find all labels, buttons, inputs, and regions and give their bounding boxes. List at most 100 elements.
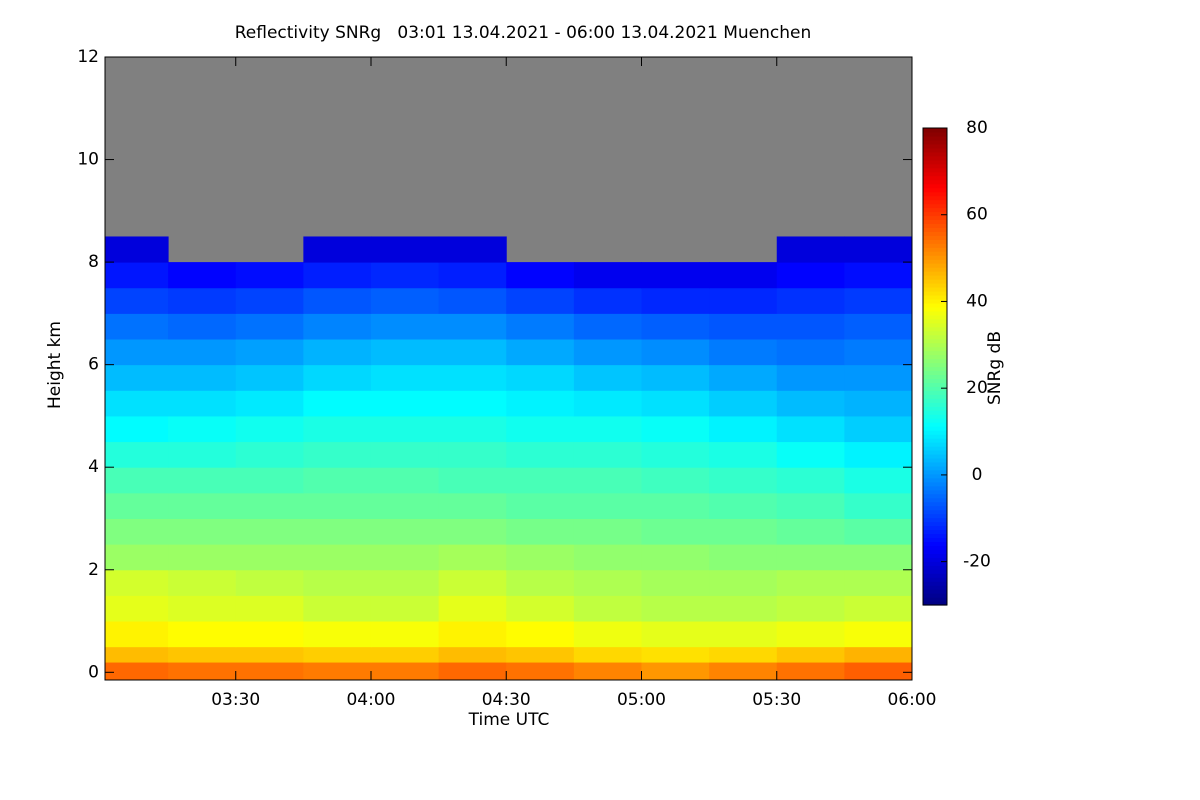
heatmap-cell: [573, 467, 642, 494]
colorbar-tick-label: 40: [966, 291, 988, 311]
heatmap-cell: [235, 646, 304, 663]
heatmap-cell: [709, 492, 778, 519]
colorbar-segment: [923, 565, 947, 570]
heatmap-cell: [776, 595, 845, 622]
colorbar-segment: [923, 461, 947, 467]
heatmap-cell: [573, 646, 642, 663]
heatmap-cell: [105, 287, 169, 314]
heatmap-cell: [506, 313, 575, 340]
heatmap-cell: [776, 287, 845, 314]
heatmap-cell: [776, 415, 845, 443]
colorbar-segment: [923, 442, 947, 447]
heatmap-cell: [303, 621, 372, 648]
heatmap-cell: [573, 339, 642, 366]
colorbar-segment: [923, 513, 947, 519]
heatmap-cell: [438, 262, 507, 289]
colorbar-segment: [923, 199, 947, 205]
heatmap-cell: [168, 441, 237, 468]
heatmap-cell: [235, 262, 304, 289]
colorbar-segment: [923, 171, 947, 177]
colorbar-segment: [923, 545, 947, 550]
colorbar-segment: [923, 243, 947, 248]
colorbar-segment: [923, 211, 947, 217]
colorbar-segment: [923, 207, 947, 213]
heatmap-cell: [844, 544, 913, 571]
heatmap-cell: [641, 262, 710, 289]
heatmap-cell: [303, 262, 372, 289]
colorbar-segment: [923, 346, 947, 352]
colorbar-segment: [923, 557, 947, 562]
heatmap-cell: [844, 569, 913, 596]
colorbar-segment: [923, 155, 947, 161]
colorbar-segment: [923, 561, 947, 566]
heatmap-cell: [641, 339, 710, 366]
heatmap-cell: [506, 621, 575, 648]
colorbar-segment: [923, 183, 947, 189]
colorbar-segment: [923, 430, 947, 435]
heatmap-cell: [438, 518, 507, 545]
colorbar-segment: [923, 402, 947, 407]
x-tick-label: 06:00: [888, 690, 937, 710]
colorbar-segment: [923, 215, 947, 221]
heatmap-cell: [506, 646, 575, 663]
colorbar-segment: [923, 453, 947, 459]
heatmap-cell: [370, 595, 440, 622]
colorbar-segment: [923, 569, 947, 574]
colorbar-segment: [923, 501, 947, 507]
colorbar-segment: [923, 287, 947, 292]
heatmap-cell: [709, 621, 778, 648]
colorbar-label: SNRg dB: [985, 331, 1005, 405]
heatmap-cell: [370, 621, 440, 648]
heatmap-cell: [303, 364, 372, 391]
heatmap-cell: [506, 390, 575, 417]
heatmap-cell: [370, 236, 440, 263]
colorbar-segment: [923, 219, 947, 224]
heatmap-cell: [105, 390, 169, 417]
colorbar-segment: [923, 318, 947, 324]
heatmap-cell: [105, 313, 169, 340]
heatmap-cell: [438, 236, 507, 263]
colorbar-segment: [923, 338, 947, 344]
colorbar-segment: [923, 378, 947, 383]
heatmap-cell: [709, 518, 778, 545]
heatmap-cell: [776, 544, 845, 571]
colorbar-segment: [923, 386, 947, 391]
heatmap-cell: [303, 569, 372, 596]
colorbar-tick-label: 80: [966, 118, 988, 138]
heatmap-cell: [168, 544, 237, 571]
heatmap-cell: [506, 415, 575, 443]
colorbar-segment: [923, 390, 947, 395]
heatmap-cell: [303, 467, 372, 494]
colorbar-segment: [923, 263, 947, 268]
colorbar-segment: [923, 251, 947, 256]
x-tick-label: 03:30: [211, 690, 260, 710]
colorbar-segment: [923, 505, 947, 511]
colorbar-segment: [923, 298, 947, 304]
colorbar-segment: [923, 239, 947, 244]
colorbar-segment: [923, 147, 947, 153]
colorbar-segment: [923, 533, 947, 539]
heatmap-cell: [105, 441, 169, 468]
heatmap-cell: [105, 518, 169, 545]
heatmap-cell: [844, 662, 913, 681]
heatmap-cell: [844, 390, 913, 417]
heatmap-cell: [168, 467, 237, 494]
heatmap-cell: [303, 287, 372, 314]
heatmap-cell: [370, 262, 440, 289]
heatmap-cell: [844, 492, 913, 519]
heatmap-cell: [709, 544, 778, 571]
y-tick-label: 4: [88, 457, 99, 477]
colorbar-segment: [923, 366, 947, 372]
heatmap-cell: [641, 390, 710, 417]
colorbar-segment: [923, 306, 947, 312]
heatmap-cell: [844, 313, 913, 340]
heatmap-cell: [776, 569, 845, 596]
colorbar-segment: [923, 426, 947, 431]
heatmap-cell: [438, 467, 507, 494]
heatmap-cell: [303, 646, 372, 663]
heatmap-cell: [573, 492, 642, 519]
colorbar-tick-label: -20: [963, 552, 991, 572]
colorbar-segment: [923, 434, 947, 439]
colorbar-segment: [923, 342, 947, 348]
colorbar-segment: [923, 477, 947, 483]
